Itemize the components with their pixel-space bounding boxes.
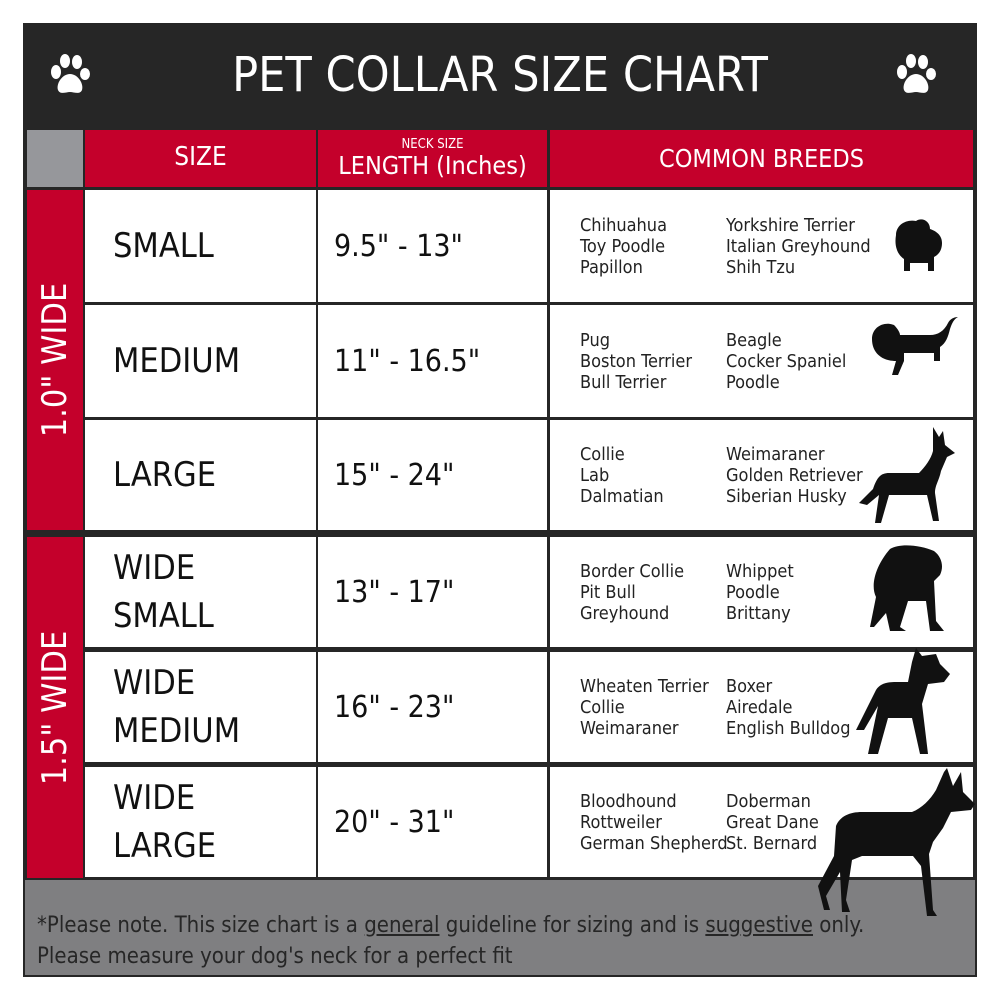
- breed-name: Great Dane: [726, 811, 819, 833]
- note-text: guideline for sizing and is: [439, 913, 706, 938]
- length-cell: 20" - 31": [318, 767, 547, 877]
- footer-note: *Please note. This size chart is a gener…: [25, 880, 975, 975]
- length-cell: 15" - 24": [318, 420, 547, 530]
- breed-name: Yorkshire Terrier: [726, 214, 855, 236]
- breed-name: Chihuahua: [580, 214, 667, 236]
- breed-name: Weimaraner: [580, 717, 679, 739]
- size-label: WIDE: [113, 548, 196, 588]
- length-value: 16" - 23": [334, 689, 455, 725]
- small-dog-silhouette-icon: [888, 215, 948, 279]
- breed-name: Poodle: [726, 581, 780, 603]
- size-label: LARGE: [113, 826, 217, 866]
- breed-name: Golden Retriever: [726, 464, 863, 486]
- breed-name: Collie: [580, 443, 625, 465]
- page-title: PET COLLAR SIZE CHART: [23, 23, 977, 127]
- group-2-label: 1.5" WIDE: [27, 537, 83, 878]
- size-label: SMALL: [113, 226, 214, 266]
- breeds-cell: Bloodhound Rottweiler German Shepherd Dober…: [550, 767, 973, 877]
- medium-dog-silhouette-icon: [870, 313, 960, 387]
- header-length: NECK SIZE LENGTH (Inches): [318, 130, 547, 187]
- length-value: 13" - 17": [334, 574, 455, 610]
- note-underline: general: [364, 913, 440, 938]
- breed-name: Siberian Husky: [726, 485, 847, 507]
- breed-name: Boxer: [726, 675, 773, 697]
- note-line2: Please measure your dog's neck for a per…: [37, 944, 513, 969]
- breed-name: Whippet: [726, 560, 794, 582]
- note-text: *Please note. This size chart is a: [37, 913, 365, 938]
- header-length-small: NECK SIZE: [401, 137, 464, 152]
- breed-name: Lab: [580, 464, 610, 486]
- length-cell: 16" - 23": [318, 652, 547, 762]
- size-label: WIDE: [113, 778, 196, 818]
- breed-name: German Shepherd: [580, 832, 728, 854]
- breed-name: Weimaraner: [726, 443, 825, 465]
- size-cell: WIDE SMALL: [85, 537, 316, 647]
- group-1-label: 1.0" WIDE: [27, 190, 83, 530]
- breed-name: Cocker Spaniel: [726, 350, 847, 372]
- length-cell: 11" - 16.5": [318, 305, 547, 417]
- breed-name: Toy Poodle: [580, 235, 666, 257]
- size-label: SMALL: [113, 596, 214, 636]
- breeds-cell: Pug Boston Terrier Bull Terrier Beagle Cocke…: [550, 305, 973, 417]
- size-cell: WIDE LARGE: [85, 767, 316, 877]
- bulldog-silhouette-icon: [870, 545, 950, 639]
- header-length-main: LENGTH (Inches): [338, 151, 527, 180]
- breed-name: Bull Terrier: [580, 371, 667, 393]
- breed-name: Rottweiler: [580, 811, 662, 833]
- size-cell: WIDE MEDIUM: [85, 652, 316, 762]
- breed-name: Airedale: [726, 696, 793, 718]
- breed-name: Poodle: [726, 371, 780, 393]
- size-label: MEDIUM: [113, 341, 241, 381]
- breed-name: Brittany: [726, 602, 791, 624]
- header-breeds: COMMON BREEDS: [550, 130, 973, 187]
- breed-name: Border Collie: [580, 560, 685, 582]
- large-dog-silhouette-icon: [855, 425, 960, 529]
- size-label: LARGE: [113, 455, 217, 495]
- breed-name: Bloodhound: [580, 790, 677, 812]
- size-label: MEDIUM: [113, 711, 241, 751]
- paw-icon: [51, 54, 90, 93]
- length-cell: 9.5" - 13": [318, 190, 547, 302]
- breed-name: St. Bernard: [726, 832, 818, 854]
- size-cell: LARGE: [85, 420, 316, 530]
- corner-cell: [27, 130, 83, 187]
- length-cell: 13" - 17": [318, 537, 547, 647]
- breed-name: Pug: [580, 329, 610, 351]
- breed-name: Beagle: [726, 329, 782, 351]
- size-cell: MEDIUM: [85, 305, 316, 417]
- breed-name: English Bulldog: [726, 717, 851, 739]
- breed-name: Shih Tzu: [726, 256, 796, 278]
- breed-name: Doberman: [726, 790, 811, 812]
- breed-name: Dalmatian: [580, 485, 664, 507]
- breed-name: Greyhound: [580, 602, 670, 624]
- length-value: 11" - 16.5": [334, 343, 481, 379]
- breed-name: Boston Terrier: [580, 350, 693, 372]
- length-value: 20" - 31": [334, 804, 455, 840]
- length-value: 15" - 24": [334, 457, 455, 493]
- size-cell: SMALL: [85, 190, 316, 302]
- size-label: WIDE: [113, 663, 196, 703]
- breed-name: Pit Bull: [580, 581, 636, 603]
- note-underline: suggestive: [705, 913, 813, 938]
- length-value: 9.5" - 13": [334, 228, 463, 264]
- pitbull-silhouette-icon: [856, 644, 956, 768]
- note-text: only.: [812, 913, 865, 938]
- doberman-silhouette-icon: [812, 768, 977, 932]
- breed-name: Italian Greyhound: [726, 235, 871, 257]
- paw-icon: [897, 54, 936, 93]
- breed-name: Papillon: [580, 256, 643, 278]
- breed-name: Collie: [580, 696, 625, 718]
- breed-name: Wheaten Terrier: [580, 675, 709, 697]
- header-size: SIZE: [85, 130, 316, 187]
